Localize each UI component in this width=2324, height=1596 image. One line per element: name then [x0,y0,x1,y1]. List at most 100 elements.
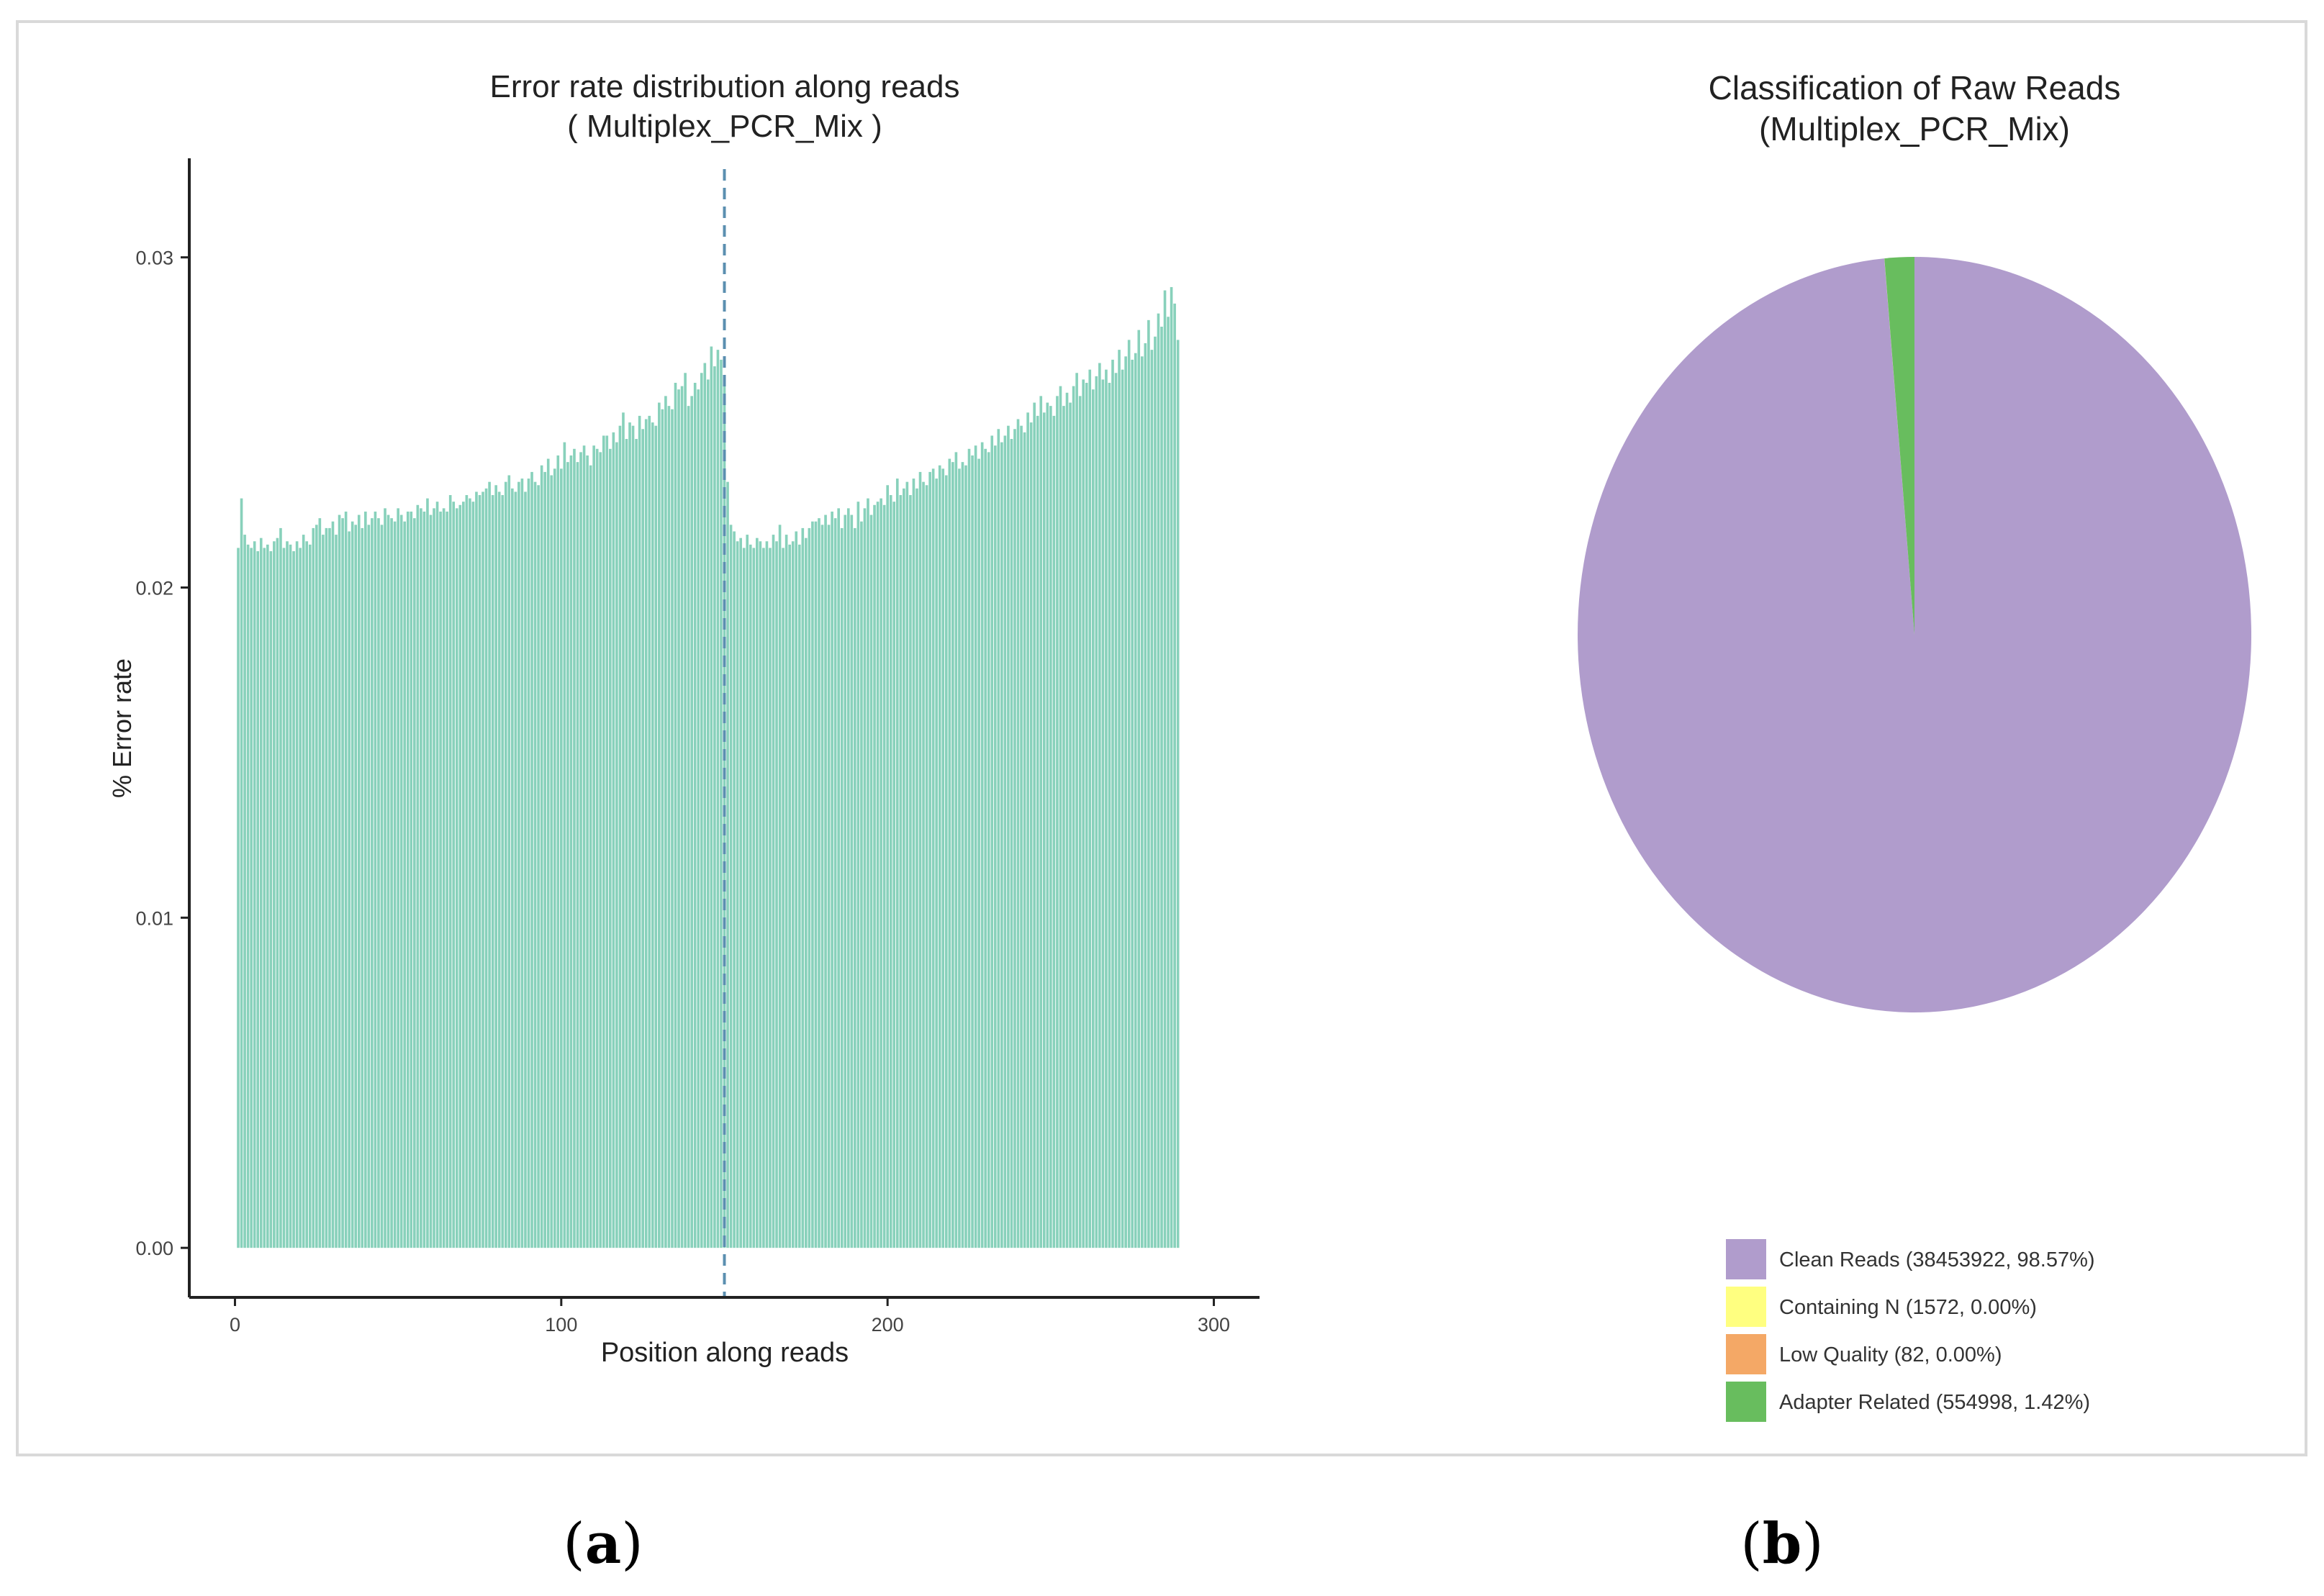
bar-position-48 [390,518,393,1248]
bar-position-262 [1088,369,1092,1248]
bar-position-25 [315,525,318,1248]
legend-label: Adapter Related (554998, 1.42%) [1779,1391,2090,1414]
bar-position-222 [958,468,961,1248]
x-tick-label: 200 [872,1314,904,1336]
bar-position-3 [243,535,246,1248]
bar-position-54 [410,511,413,1248]
legend-swatch [1726,1382,1766,1422]
bar-position-93 [537,485,540,1248]
bar-position-119 [622,412,625,1248]
bar-position-258 [1075,373,1078,1248]
bar-position-45 [380,525,384,1248]
bar-position-10 [266,544,269,1248]
bar-position-263 [1091,389,1095,1248]
y-tick-label: 0.01 [135,907,173,929]
bar-position-23 [308,544,312,1248]
bar-position-185 [837,508,840,1248]
bar-position-142 [697,389,700,1248]
bar-position-108 [586,455,589,1248]
bar-position-138 [684,373,687,1248]
bar-position-227 [974,445,977,1248]
bar-position-106 [579,452,582,1248]
bar-position-201 [889,495,892,1248]
bar-position-1 [237,548,240,1248]
pie-slice-clean-reads [1578,257,2252,1012]
bar-position-136 [677,389,680,1248]
bar-position-251 [1052,415,1056,1248]
bar-position-31 [335,535,338,1248]
bar-position-92 [533,481,537,1248]
bar-position-196 [873,504,876,1248]
bar-position-215 [935,479,938,1248]
bar-position-40 [364,511,367,1248]
chart-b-subtitle: (Multiplex_PCR_Mix) [1759,110,2070,148]
y-tick-label: 0.00 [135,1238,173,1259]
legend-swatch [1726,1334,1766,1374]
bar-position-131 [661,409,664,1248]
bar-position-204 [899,495,903,1248]
bar-position-6 [253,541,256,1248]
bar-position-38 [357,514,361,1248]
bar-position-107 [582,445,586,1248]
bar-position-75 [478,495,481,1248]
bar-position-231 [987,452,990,1248]
bar-position-118 [618,425,622,1248]
bar-position-226 [971,455,974,1248]
bar-position-206 [905,481,909,1248]
bar-position-44 [377,518,380,1248]
bar-position-179 [818,518,820,1248]
legend-low-quality: Low Quality (82, 0.00%) [1726,1334,2002,1374]
caption-a-open: ( [563,1512,585,1577]
bar-position-30 [331,521,335,1248]
bar-position-123 [635,439,638,1248]
bar-position-234 [997,429,1000,1248]
bar-position-197 [876,502,880,1248]
bar-position-257 [1072,386,1075,1248]
bar-position-169 [785,535,788,1248]
bar-position-261 [1085,383,1088,1248]
bar-position-91 [530,471,533,1248]
bar-position-61 [433,508,435,1248]
bar-position-198 [880,498,882,1248]
bar-position-35 [348,531,351,1248]
bar-position-272 [1121,369,1124,1248]
bar-position-278 [1140,356,1144,1248]
bar-position-193 [863,508,867,1248]
bar-position-117 [615,442,618,1248]
bar-position-110 [592,445,595,1248]
bar-position-103 [569,455,573,1248]
bar-position-167 [778,525,782,1248]
bar-position-27 [322,535,325,1248]
bar-position-155 [739,538,742,1248]
x-tick-label: 0 [230,1314,240,1336]
bar-position-59 [426,498,429,1248]
bar-position-166 [775,541,778,1248]
y-axis-label: % Error rate [107,658,137,798]
bar-position-188 [846,508,850,1248]
bar-position-19 [295,541,299,1248]
bar-position-74 [475,491,478,1248]
bar-position-279 [1144,343,1147,1248]
bar-position-28 [325,527,328,1248]
bar-position-217 [941,468,945,1248]
bar-position-47 [386,514,390,1248]
chart-a-title: Error rate distribution along reads [490,69,960,104]
bar-position-51 [399,514,403,1248]
bar-position-60 [429,514,433,1248]
bar-position-128 [651,422,654,1248]
bar-position-5 [250,548,253,1248]
bar-position-114 [605,435,609,1248]
bar-position-144 [703,363,707,1248]
bar-position-153 [733,531,736,1248]
x-axis-ticks: 0 100 200 300 [230,1297,1230,1336]
bar-position-46 [384,508,386,1248]
bar-position-78 [488,481,491,1248]
bar-position-176 [808,527,811,1248]
bar-position-63 [439,511,442,1248]
bar-position-9 [263,548,266,1248]
bar-position-16 [286,541,289,1248]
bar-position-211 [922,481,925,1248]
bar-position-203 [895,479,899,1248]
bar-position-149 [720,359,723,1248]
